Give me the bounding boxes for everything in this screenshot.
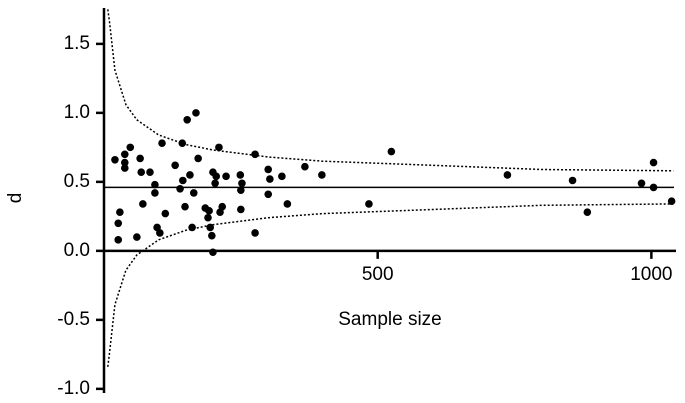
funnel-curve (107, 9, 674, 172)
point (205, 207, 213, 215)
point (251, 229, 259, 237)
point (176, 184, 184, 193)
point (121, 164, 129, 172)
point (568, 176, 577, 185)
x-tick-label: 1000 (630, 264, 672, 285)
point (156, 229, 164, 237)
point (121, 158, 129, 167)
point (158, 139, 166, 148)
point (181, 202, 189, 211)
point (204, 213, 212, 222)
point (649, 158, 658, 167)
point (218, 202, 227, 211)
point (151, 189, 159, 197)
point (209, 248, 217, 257)
point (161, 209, 170, 218)
point (139, 200, 147, 208)
point (146, 168, 154, 177)
funnel-curve (107, 203, 674, 367)
point (264, 165, 273, 174)
point (583, 208, 592, 217)
y-axis-label: d (5, 193, 26, 204)
point (301, 162, 309, 171)
point (151, 180, 159, 189)
point (208, 231, 216, 240)
point (178, 139, 187, 148)
point (114, 219, 123, 228)
point (365, 200, 373, 208)
point (179, 176, 187, 185)
x-axis-label: Sample size (338, 309, 442, 330)
x-tick-label: 500 (362, 264, 394, 285)
point (637, 179, 646, 188)
point (126, 143, 135, 152)
point (387, 147, 396, 156)
y-tick-label: -0.5 (57, 309, 90, 330)
point (237, 205, 245, 214)
point (189, 189, 198, 197)
point (192, 109, 200, 117)
point (222, 172, 230, 181)
point (206, 223, 214, 232)
point (186, 171, 194, 179)
point (283, 200, 292, 208)
point (318, 171, 326, 179)
point (251, 150, 259, 159)
point (171, 161, 179, 170)
point (503, 171, 512, 179)
point (116, 208, 124, 217)
point (212, 172, 221, 181)
point (236, 171, 245, 179)
point (667, 197, 676, 205)
point (183, 115, 191, 124)
point (238, 179, 246, 188)
y-tick-label: -1.0 (57, 378, 90, 399)
point (133, 233, 141, 241)
point (188, 223, 196, 232)
point (111, 155, 119, 164)
point (211, 179, 219, 188)
y-tick-label: 0.5 (64, 171, 90, 192)
point (136, 154, 144, 163)
y-tick-label: 1.5 (64, 33, 90, 54)
point (121, 150, 129, 159)
point (266, 175, 274, 183)
point (278, 172, 286, 181)
point (194, 154, 202, 163)
y-tick-label: 0.0 (64, 240, 90, 261)
point (114, 236, 123, 244)
point (237, 186, 245, 194)
point (264, 190, 273, 199)
point (215, 143, 223, 152)
y-tick-label: 1.0 (64, 102, 90, 123)
point (649, 183, 658, 192)
point (137, 168, 146, 177)
